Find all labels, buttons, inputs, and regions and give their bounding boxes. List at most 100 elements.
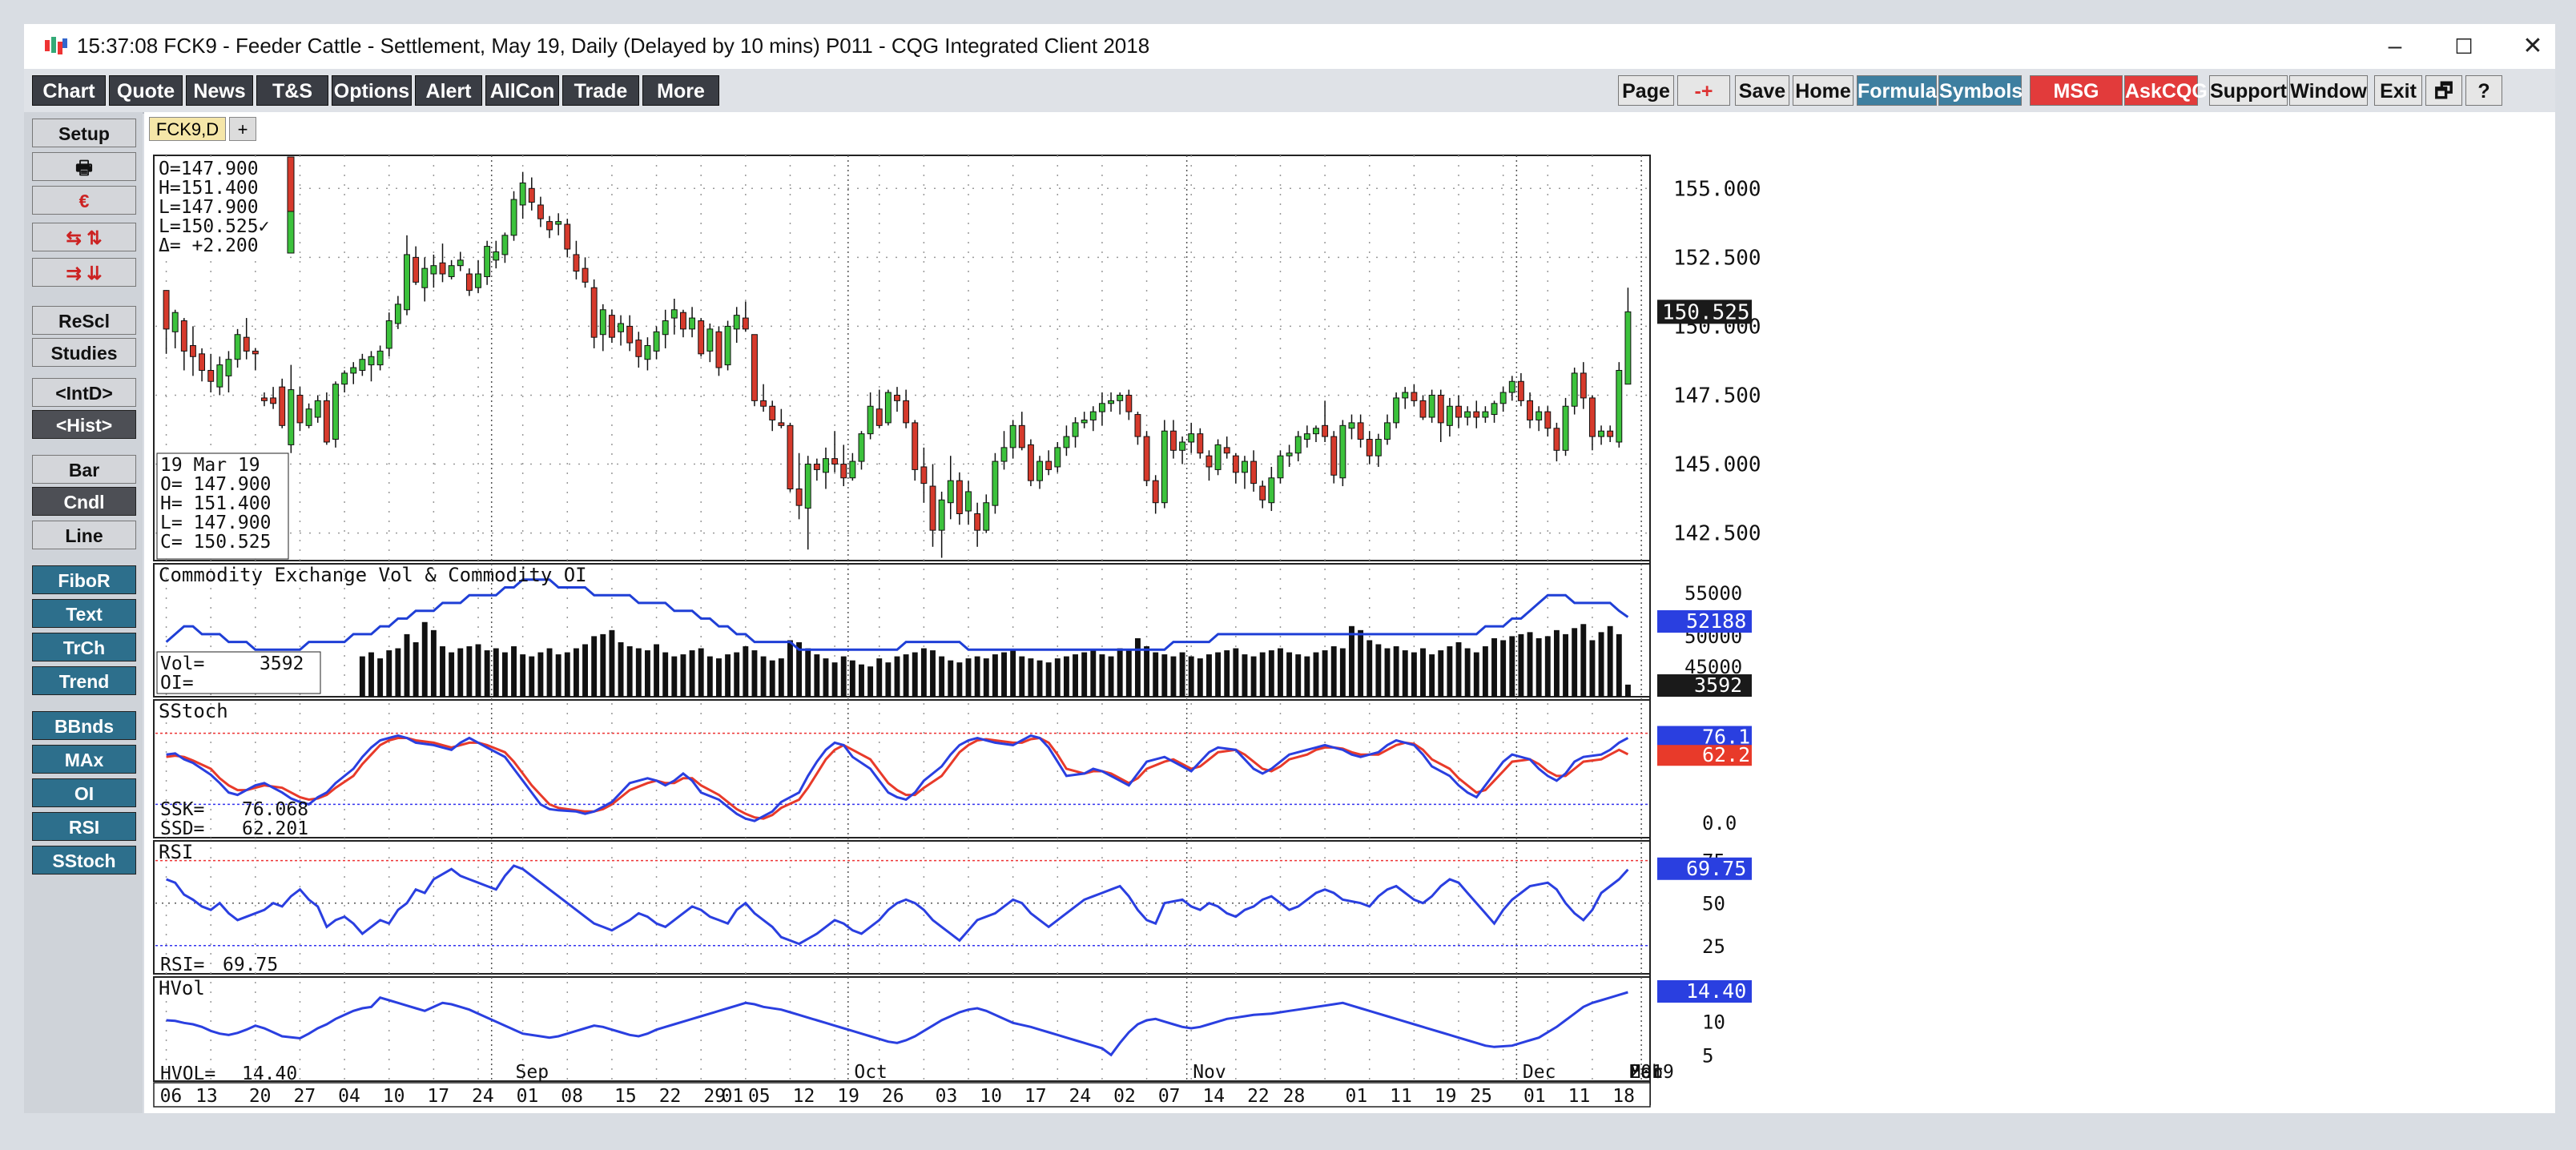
volume-bar [430,629,437,697]
volume-bar [751,650,758,697]
volume-bar [493,648,499,697]
tab-add[interactable]: + [229,117,256,141]
toolbar-more-button[interactable]: More [642,75,719,106]
toolbar-allcon-button[interactable]: AllCon [485,75,559,106]
left-sidebar: Setup 🖶 € ⇆ ⇅ ⇉ ⇊ ReScl Studies <IntD> <Hist> Bar… [24,112,143,1113]
toolbar-quote-button[interactable]: Quote [109,75,183,106]
vol-last-label: 3592 [1694,674,1742,697]
volume-bar [573,648,579,697]
volume-bar [537,652,544,697]
volume-bar [654,644,660,697]
sidebar-bar-button[interactable]: Bar [32,455,136,484]
candle-body [706,328,714,352]
candle-body [510,199,517,236]
volume-bar [1491,637,1497,697]
chart-canvas[interactable]: 155.000152.500150.000147.500145.000142.5… [144,112,2555,1113]
volume-bar [840,656,847,697]
sidebar-intd-button[interactable]: <IntD> [32,378,136,407]
sidebar-max-button[interactable]: MAx [32,745,136,774]
volume-bar [1544,636,1551,697]
candle-body [1197,433,1204,454]
close-button[interactable]: ✕ [2522,33,2543,59]
toolbar-askcqg-button[interactable]: AskCQG [2124,75,2208,106]
date-tick-label: 29 [703,1086,726,1107]
toolbar-page-button[interactable]: Page [1618,75,1674,106]
sidebar-cndl-button[interactable]: Cndl [32,487,136,516]
candle-body [332,384,339,440]
date-tick-label: 06 [160,1086,183,1107]
volume-bar [1153,652,1159,697]
sidebar-fibor-button[interactable]: FiboR [32,565,136,594]
ssk-last-label: 76.1 [1702,726,1750,749]
tab-fck9-d[interactable]: FCK9,D [149,117,226,141]
sidebar-trend-button[interactable]: Trend [32,666,136,695]
sidebar-oi-button[interactable]: OI [32,778,136,807]
candle-body [1277,455,1284,479]
toolbar-restore-button[interactable]: 🗗 [2425,75,2462,106]
volume-bar [894,656,900,697]
sidebar-studies-button[interactable]: Studies [32,338,136,367]
candle-body [608,315,615,338]
sidebar-hist-button[interactable]: <Hist> [32,410,136,439]
volume-bar [546,648,553,697]
candle-body [1437,394,1444,424]
toolbar-home-button[interactable]: Home [1793,75,1854,106]
volume-bar [1464,648,1471,697]
toolbar-msg-cntr-button[interactable]: MSG Cntr [2030,75,2123,133]
candle-body [1428,394,1435,418]
volume-bar [1624,684,1631,697]
toolbar-symbols-button[interactable]: Symbols [1938,75,2023,106]
volume-bar [377,658,384,697]
toolbar-zoom-button[interactable]: -+ [1677,75,1730,106]
hvol-last-label: 14.40 [1686,979,1746,1003]
sidebar-text-button[interactable]: Text [32,599,136,628]
toolbar-trade-button[interactable]: Trade [562,75,639,106]
volume-bar [1081,652,1088,697]
candle-body [279,386,286,426]
maximize-button[interactable]: ☐ [2454,34,2473,58]
volume-bar [823,658,829,697]
candle-body [1553,428,1560,451]
toolbar-exit-button[interactable]: Exit [2374,75,2422,106]
toolbar-options-button[interactable]: Options [332,75,412,106]
sidebar-trch-button[interactable]: TrCh [32,633,136,661]
toolbar-save-button[interactable]: Save [1735,75,1789,106]
sidebar-setup-button[interactable]: Setup [32,119,136,147]
toolbar-help-button[interactable]: ? [2465,75,2502,106]
volume-bar [1589,640,1596,697]
candle-body [965,491,972,512]
minimize-button[interactable]: – [2388,33,2402,59]
ohlc-line: O=147.900 [159,159,259,179]
sidebar-scroll-2-button[interactable]: ⇉ ⇊ [32,258,136,287]
sidebar-bbnds-button[interactable]: BBnds [32,711,136,740]
candle-body [270,397,277,404]
toolbar-chart-button[interactable]: Chart [32,75,106,106]
volume-bar [698,648,704,697]
candle-body [1348,422,1355,429]
candle-body [1339,424,1346,479]
sidebar-rsi-button[interactable]: RSI [32,812,136,841]
toolbar-news-button[interactable]: News [186,75,253,106]
sidebar-rescl-button[interactable]: ReScl [32,306,136,335]
sidebar-print-button[interactable]: 🖶 [32,152,136,181]
date-tick-label: 03 [936,1086,958,1107]
candle-body [1491,403,1498,416]
volume-bar [395,648,401,697]
sidebar-sstoch-button[interactable]: SStoch [32,846,136,875]
candle-body [261,397,268,401]
toolbar-window-button[interactable]: Window [2289,75,2368,106]
sidebar-line-button[interactable]: Line [32,521,136,549]
candle-body [1089,411,1097,420]
toolbar-formula-button[interactable]: Formula [1857,75,1937,106]
candle-body [323,400,330,443]
sidebar-scroll-1-button[interactable]: ⇆ ⇅ [32,223,136,251]
date-tick-label: 17 [427,1086,449,1107]
volume-bar [1563,633,1568,697]
toolbar-t-s-button[interactable]: T&S [256,75,328,106]
hvol-tick-label: 5 [1702,1044,1713,1067]
toolbar-support-button[interactable]: Support [2209,75,2288,106]
volume-bar [849,660,855,697]
toolbar-alert-button[interactable]: Alert [415,75,482,106]
volume-bar [1607,625,1613,697]
sidebar-currency-button[interactable]: € [32,186,136,215]
